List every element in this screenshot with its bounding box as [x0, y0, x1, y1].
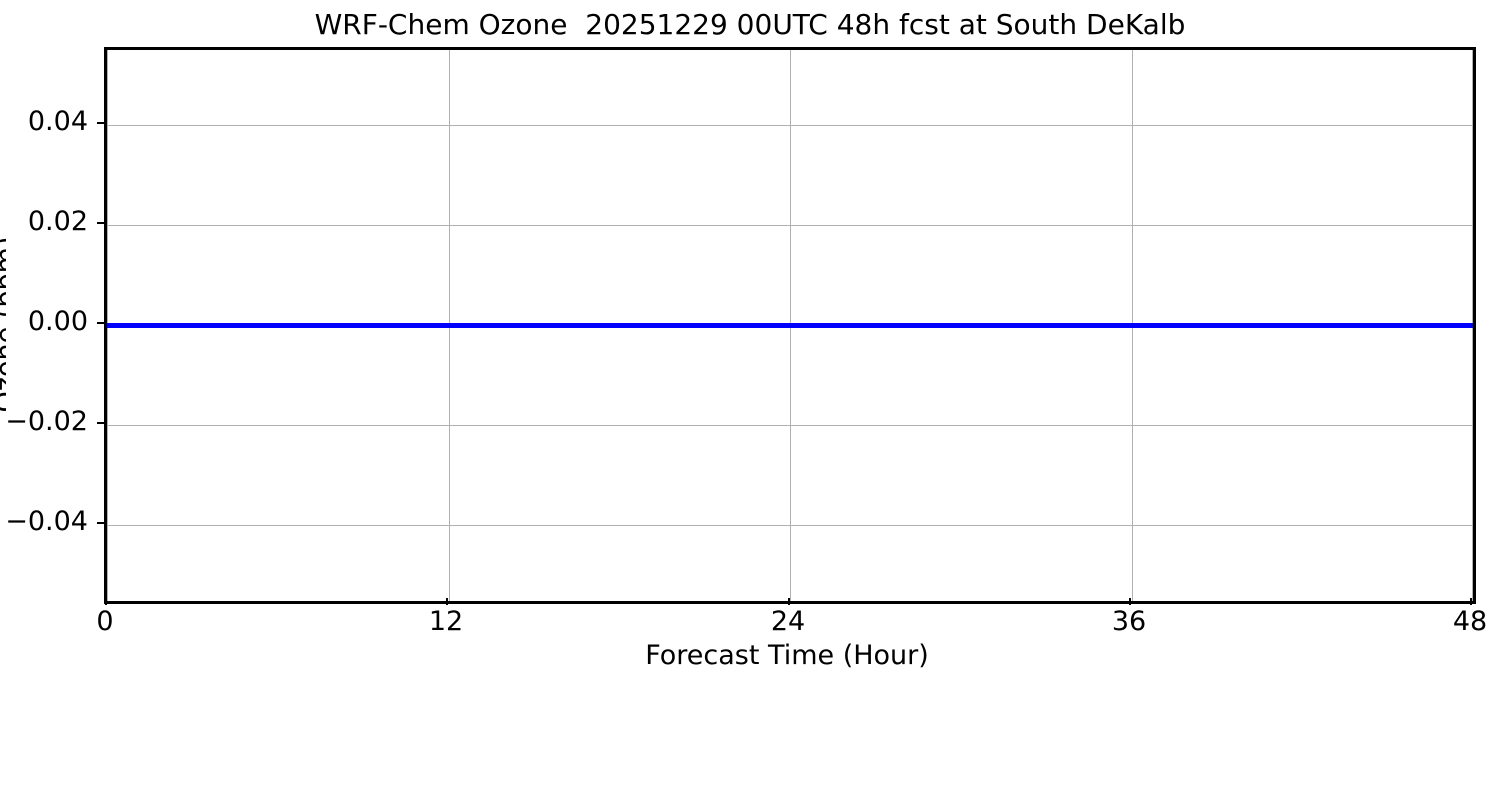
page-title: WRF-Chem Ozone 20251229 00UTC 48h fcst a…	[314, 8, 1186, 41]
x-tick-label: 48	[1452, 606, 1488, 637]
y-axis-label-clip: Ozone (ppm)	[0, 47, 6, 598]
y-tick-label: 0.04	[27, 106, 88, 137]
y-tick-mark	[97, 322, 104, 324]
x-tick-mark	[446, 598, 448, 605]
x-tick-mark	[788, 598, 790, 605]
x-tick-mark	[1129, 598, 1131, 605]
y-tick-mark	[97, 222, 104, 224]
x-tick-label: 0	[96, 606, 114, 637]
y-tick-label: −0.02	[5, 406, 88, 437]
x-tick-mark	[1470, 598, 1472, 605]
plot-inner	[107, 50, 1473, 601]
x-tick-label: 12	[428, 606, 464, 637]
x-tick-label: 36	[1111, 606, 1147, 637]
y-tick-mark	[97, 422, 104, 424]
y-tick-mark	[97, 522, 104, 524]
x-axis-label: Forecast Time (Hour)	[645, 640, 929, 671]
y-tick-label: 0.00	[27, 306, 88, 337]
x-tick-label: 24	[770, 606, 806, 637]
y-tick-label: −0.04	[5, 506, 88, 537]
x-tick-mark	[105, 598, 107, 605]
y-axis-label: Ozone (ppm)	[0, 236, 6, 413]
series-line-ozone	[107, 323, 1473, 328]
y-tick-label: 0.02	[27, 206, 88, 237]
plot-area	[104, 47, 1476, 604]
y-tick-mark	[97, 122, 104, 124]
